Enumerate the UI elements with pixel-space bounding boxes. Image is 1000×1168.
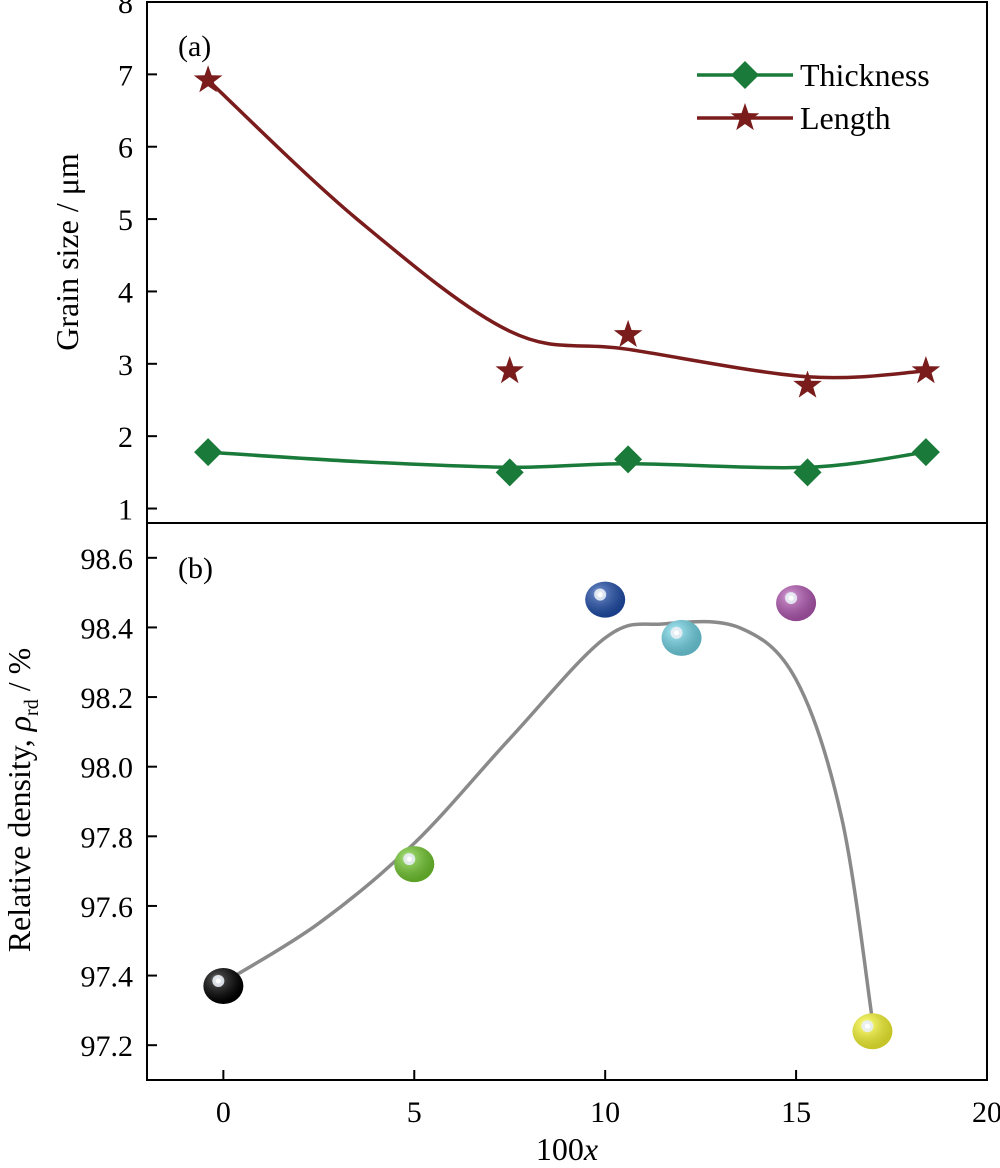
panel-a-label: (a) [178, 30, 211, 63]
thickness-point [495, 458, 524, 487]
density-point [852, 1013, 893, 1050]
density-point [661, 619, 702, 656]
series-line-thickness [207, 450, 927, 470]
length-point [793, 370, 822, 398]
legend-marker [731, 61, 759, 89]
y-tick-label: 98.0 [81, 752, 134, 785]
legend-label: Length [800, 100, 891, 136]
panel-a: 1 2 3 4 5 6 7 8 (a) Grain size / μm Thickness Le… [49, 0, 988, 527]
x-tick-label: 5 [407, 1096, 422, 1129]
x-axis-title: 100x [536, 1131, 598, 1167]
y-tick-label: 98.2 [81, 682, 134, 715]
y-tick-label: 1 [118, 494, 133, 527]
y-tick-label: 5 [118, 204, 133, 237]
y-tick-label: 98.4 [81, 612, 134, 645]
length-point [911, 356, 941, 384]
thickness-point [194, 438, 223, 467]
legend: Thickness Length [697, 57, 930, 136]
y-tick-label: 2 [118, 421, 133, 454]
y-tick-label: 97.2 [81, 1030, 134, 1063]
length-point [495, 356, 524, 384]
density-point [394, 846, 435, 883]
y-tick-label: 3 [118, 349, 133, 382]
x-tick-label: 10 [590, 1096, 620, 1129]
panel-a-y-axis-title: Grain size / μm [49, 153, 85, 351]
y-tick-label: 7 [118, 59, 133, 92]
y-tick-label: 4 [118, 276, 133, 309]
density-point [776, 585, 817, 622]
x-tick-label: 15 [781, 1096, 811, 1129]
y-tick-label: 97.4 [81, 961, 134, 994]
legend-label: Thickness [800, 57, 930, 93]
density-point [585, 581, 626, 618]
panel-b: 97.2 97.4 97.6 97.8 98.0 98.2 98.4 98.6 0 5 10 15 20… [1, 522, 1000, 1167]
density-point [203, 968, 244, 1005]
density-trend-line [222, 619, 875, 1022]
x-tick-label: 20 [972, 1096, 1000, 1129]
y-tick-label: 97.8 [81, 821, 134, 854]
y-tick-label: 98.6 [81, 543, 134, 576]
length-point [613, 319, 643, 347]
thickness-point [911, 438, 940, 467]
panel-b-label: (b) [178, 552, 213, 585]
thickness-point [614, 445, 643, 474]
panel-b-y-axis-title: Relative density, ρrd / % [1, 648, 43, 953]
x-tick-label: 0 [216, 1096, 231, 1129]
y-tick-label: 6 [118, 132, 133, 165]
y-tick-label: 8 [118, 0, 133, 20]
legend-marker [730, 103, 760, 131]
panel-b-frame [146, 522, 988, 1081]
length-point [193, 65, 223, 93]
y-tick-label: 97.6 [81, 891, 134, 924]
thickness-point [793, 458, 822, 487]
